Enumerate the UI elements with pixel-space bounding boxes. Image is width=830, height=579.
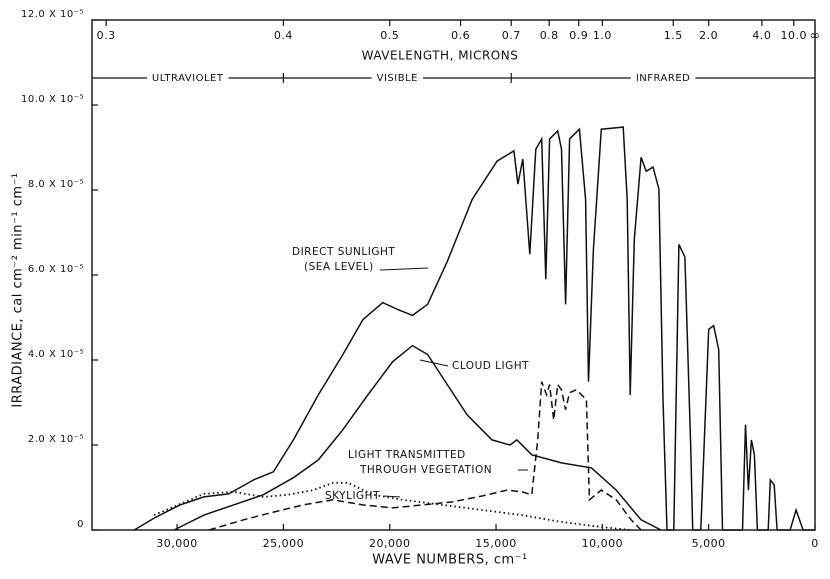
x2-tick-label: 0.7 bbox=[502, 29, 521, 42]
series-label: CLOUD LIGHT bbox=[452, 360, 529, 372]
x-tick-label: 20,000 bbox=[369, 537, 411, 550]
x2-tick-label: 0.8 bbox=[540, 29, 559, 42]
region-label-bg bbox=[146, 72, 229, 84]
x-tick-label: 15,000 bbox=[475, 537, 517, 550]
y-tick-label: 6.0 X 10⁻⁵ bbox=[28, 264, 84, 275]
x2-tick-label: 10.0 bbox=[780, 29, 807, 42]
series-label: SKYLIGHT bbox=[325, 490, 380, 502]
y-axis-title: IRRADIANCE, cal cm⁻² min⁻¹ cm⁻¹ bbox=[11, 172, 26, 407]
x-tick-label: 25,000 bbox=[263, 537, 305, 550]
x2-tick-label: 0.4 bbox=[274, 29, 293, 42]
y-tick-label: 10.0 X 10⁻⁵ bbox=[21, 94, 84, 105]
x2-tick-label: 1.5 bbox=[664, 29, 683, 42]
x2-tick-label: 0.9 bbox=[569, 29, 588, 42]
y-tick-label: 0 bbox=[77, 519, 84, 530]
x2-tick-label: 1.0 bbox=[593, 29, 612, 42]
y-tick-label: 2.0 X 10⁻⁵ bbox=[28, 434, 84, 445]
series-label: THROUGH VEGETATION bbox=[359, 464, 492, 476]
x-tick-label: 30,000 bbox=[156, 537, 198, 550]
label-leader bbox=[379, 267, 429, 271]
label-leader bbox=[383, 495, 401, 498]
x2-tick-label: 4.0 bbox=[752, 29, 771, 42]
x-tick-label: 10,000 bbox=[582, 537, 624, 550]
x2-end-label: ∞ bbox=[809, 29, 820, 44]
series-line bbox=[153, 481, 632, 531]
x-tick-label: 5,000 bbox=[692, 537, 726, 550]
region-label: INFRARED bbox=[636, 73, 691, 84]
y-tick-label: 4.0 X 10⁻⁵ bbox=[28, 349, 84, 360]
series-label: DIRECT SUNLIGHT bbox=[292, 246, 395, 258]
x2-tick-label: 0.3 bbox=[97, 29, 116, 42]
x2-axis-title: WAVELENGTH, MICRONS bbox=[362, 49, 519, 63]
x-axis-title: WAVE NUMBERS, cm⁻¹ bbox=[372, 553, 527, 568]
y-tick-label: 8.0 X 10⁻⁵ bbox=[28, 179, 84, 190]
x-tick-label: 0 bbox=[811, 537, 819, 550]
region-label-bg bbox=[630, 72, 696, 84]
series-line bbox=[208, 381, 642, 531]
label-leader bbox=[419, 359, 449, 367]
y-tick-label: 12.0 X 10⁻⁵ bbox=[21, 9, 84, 20]
series-label: (SEA LEVEL) bbox=[304, 261, 374, 273]
region-label: ULTRAVIOLET bbox=[152, 73, 224, 84]
region-label: VISIBLE bbox=[377, 73, 418, 84]
series-line bbox=[133, 126, 815, 531]
series-line bbox=[173, 344, 662, 531]
x2-tick-label: 0.6 bbox=[451, 29, 470, 42]
series-label: LIGHT TRANSMITTED bbox=[348, 449, 466, 461]
x2-tick-label: 2.0 bbox=[699, 29, 718, 42]
region-label-bg bbox=[371, 72, 423, 84]
x2-tick-label: 0.5 bbox=[380, 29, 399, 42]
